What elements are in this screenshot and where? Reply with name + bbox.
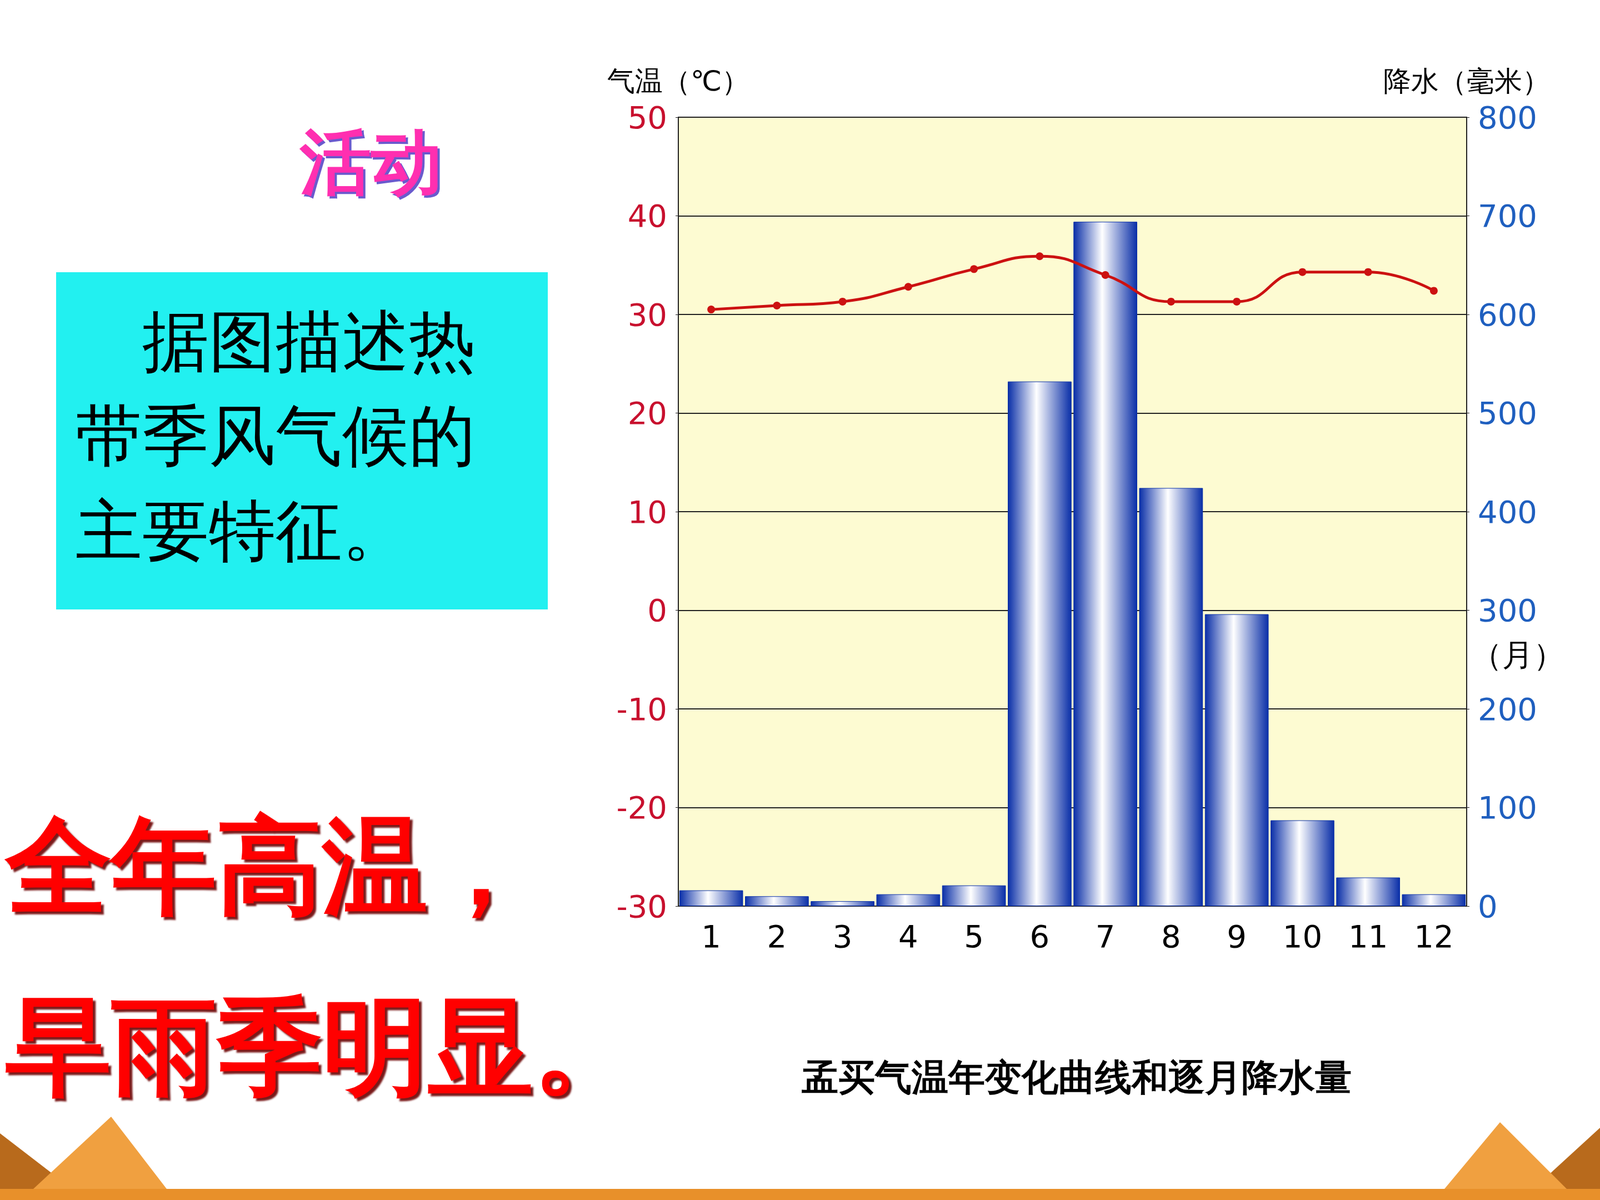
svg-text:12: 12 bbox=[1413, 918, 1454, 955]
svg-text:800: 800 bbox=[1477, 99, 1538, 136]
svg-text:8: 8 bbox=[1161, 918, 1182, 955]
svg-text:0: 0 bbox=[1477, 888, 1498, 925]
svg-text:-10: -10 bbox=[616, 691, 668, 728]
html-text:全年高温，: 全年高温， bbox=[5, 805, 534, 928]
svg-text:40: 40 bbox=[627, 197, 668, 234]
svg-text:6: 6 bbox=[1030, 918, 1050, 955]
svg-text:300: 300 bbox=[1477, 592, 1538, 629]
svg-text:5: 5 bbox=[963, 918, 984, 955]
svg-text:400: 400 bbox=[1477, 493, 1538, 530]
svg-text:3: 3 bbox=[832, 918, 853, 955]
svg-text:10: 10 bbox=[1282, 918, 1323, 955]
html-text:活动: 活动 bbox=[300, 120, 443, 204]
svg-text:0: 0 bbox=[647, 592, 668, 629]
html-text:孟买气温年变化曲线和逐月降水量: 孟买气温年变化曲线和逐月降水量 bbox=[801, 1056, 1352, 1099]
svg-text:-30: -30 bbox=[616, 888, 668, 925]
svg-text:11: 11 bbox=[1348, 918, 1388, 955]
svg-text:50: 50 bbox=[627, 99, 668, 136]
svg-text:20: 20 bbox=[627, 395, 668, 432]
svg-text:600: 600 bbox=[1477, 296, 1538, 333]
svg-text:-20: -20 bbox=[616, 789, 668, 826]
svg-text:2: 2 bbox=[767, 918, 788, 955]
svg-text:气温（℃）: 气温（℃） bbox=[607, 65, 750, 98]
svg-text:30: 30 bbox=[627, 296, 668, 333]
svg-text:1: 1 bbox=[701, 918, 722, 955]
svg-text:100: 100 bbox=[1477, 789, 1538, 826]
svg-text:700: 700 bbox=[1477, 197, 1538, 234]
svg-text:7: 7 bbox=[1095, 918, 1116, 955]
svg-text:9: 9 bbox=[1226, 918, 1247, 955]
svg-text:200: 200 bbox=[1477, 691, 1538, 728]
html-text:旱雨季明显。: 旱雨季明显。 bbox=[5, 985, 639, 1109]
svg-text:4: 4 bbox=[898, 918, 919, 955]
svg-text:降水（毫米）: 降水（毫米） bbox=[1383, 65, 1550, 98]
svg-text:10: 10 bbox=[627, 493, 668, 530]
html-text:据图描述热带季风气候的主要特征。: 据图描述热带季风气候的主要特征。 bbox=[75, 302, 476, 570]
svg-text:500: 500 bbox=[1477, 395, 1538, 432]
svg-text:（月）: （月） bbox=[1471, 636, 1565, 673]
